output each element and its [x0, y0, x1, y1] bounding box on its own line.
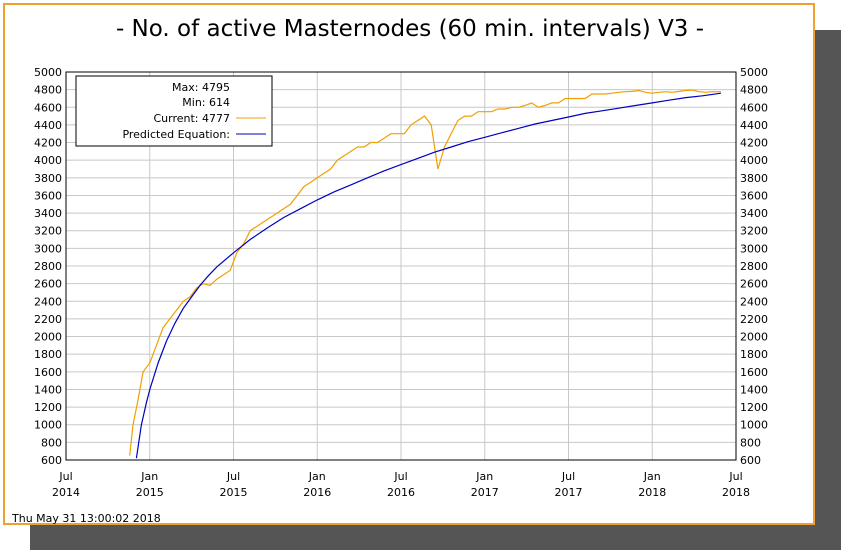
y-tick-label-right: 3600	[740, 189, 768, 202]
legend-min: Min: 614	[182, 96, 230, 109]
x-tick-year: 2015	[220, 486, 248, 499]
y-tick-label-right: 1000	[740, 419, 768, 432]
y-tick-label-left: 3800	[34, 172, 62, 185]
x-axis: Jul 2014 Jan 2015 Jul 2015 Jan 2016 Jul 2016 Jan 20…	[52, 470, 750, 499]
y-tick-label-left: 2000	[34, 331, 62, 344]
y-tick-label-left: 4600	[34, 101, 62, 114]
y-tick-label-left: 4200	[34, 137, 62, 150]
x-tick-year: 2015	[136, 486, 164, 499]
x-tick-month: Jul	[728, 470, 742, 483]
series-group	[129, 89, 721, 459]
y-tick-label-right: 4400	[740, 119, 768, 132]
x-tick-month: Jan	[475, 470, 493, 483]
y-tick-label-left: 1400	[34, 383, 62, 396]
y-tick-label-left: 800	[41, 436, 62, 449]
series-line-current	[129, 89, 721, 456]
y-tick-label-right: 2000	[740, 331, 768, 344]
y-tick-label-right: 1600	[740, 366, 768, 379]
y-tick-label-right: 2400	[740, 295, 768, 308]
y-tick-label-right: 3800	[740, 172, 768, 185]
x-tick-month: Jan	[308, 470, 326, 483]
y-tick-label-right: 4600	[740, 101, 768, 114]
x-tick-year: 2014	[52, 486, 80, 499]
x-tick-year: 2018	[722, 486, 750, 499]
y-tick-label-right: 3400	[740, 207, 768, 220]
series-line-predicted-equation	[135, 92, 721, 459]
y-tick-label-left: 600	[41, 454, 62, 467]
y-tick-label-left: 5000	[34, 66, 62, 79]
x-tick-year: 2017	[555, 486, 583, 499]
y-tick-label-left: 1600	[34, 366, 62, 379]
x-tick-year: 2017	[471, 486, 499, 499]
y-tick-label-right: 2200	[740, 313, 768, 326]
y-tick-label-left: 1200	[34, 401, 62, 414]
chart-title: - No. of active Masternodes (60 min. int…	[116, 16, 704, 42]
x-tick-month: Jul	[226, 470, 240, 483]
y-tick-label-right: 2600	[740, 278, 768, 291]
y-tick-label-right: 1400	[740, 383, 768, 396]
y-tick-label-right: 4800	[740, 84, 768, 97]
y-tick-label-left: 2600	[34, 278, 62, 291]
y-axis-left: 600 800 1000 1200 1400 1600 1800 2000 2200 2400 26…	[34, 66, 62, 467]
plot-border	[65, 71, 737, 461]
y-tick-label-left: 3400	[34, 207, 62, 220]
x-tick-year: 2018	[638, 486, 666, 499]
timestamp-footer: Thu May 31 13:00:02 2018	[11, 512, 161, 525]
y-tick-label-left: 3600	[34, 189, 62, 202]
y-tick-label-left: 2400	[34, 295, 62, 308]
y-tick-label-right: 5000	[740, 66, 768, 79]
y-tick-label-left: 1000	[34, 419, 62, 432]
x-tick-month: Jul	[393, 470, 407, 483]
y-tick-label-right: 4000	[740, 154, 768, 167]
x-tick-month: Jul	[561, 470, 575, 483]
y-tick-label-left: 2200	[34, 313, 62, 326]
y-tick-label-right: 1800	[740, 348, 768, 361]
y-tick-label-right: 4200	[740, 137, 768, 150]
y-tick-label-left: 3200	[34, 225, 62, 238]
x-tick-year: 2016	[387, 486, 415, 499]
x-tick-month: Jul	[58, 470, 72, 483]
y-tick-label-right: 3000	[740, 242, 768, 255]
y-tick-label-left: 4800	[34, 84, 62, 97]
x-tick-year: 2016	[303, 486, 331, 499]
y-tick-label-right: 3200	[740, 225, 768, 238]
x-tick-month: Jan	[140, 470, 158, 483]
y-tick-label-right: 800	[740, 436, 761, 449]
y-tick-label-right: 2800	[740, 260, 768, 273]
y-tick-label-left: 4400	[34, 119, 62, 132]
y-tick-label-right: 1200	[740, 401, 768, 414]
y-tick-label-left: 1800	[34, 348, 62, 361]
legend: Max: 4795 Min: 614 Current: 4777 Predict…	[75, 75, 273, 147]
y-tick-label-left: 2800	[34, 260, 62, 273]
y-tick-label-right: 600	[740, 454, 761, 467]
x-tick-month: Jan	[643, 470, 661, 483]
legend-predicted: Predicted Equation:	[122, 128, 230, 141]
y-tick-label-left: 3000	[34, 242, 62, 255]
y-axis-right: 600 800 1000 1200 1400 1600 1800 2000 2200 2400 26…	[740, 66, 768, 467]
y-tick-label-left: 4000	[34, 154, 62, 167]
legend-current: Current: 4777	[153, 112, 230, 125]
legend-max: Max: 4795	[172, 81, 230, 94]
